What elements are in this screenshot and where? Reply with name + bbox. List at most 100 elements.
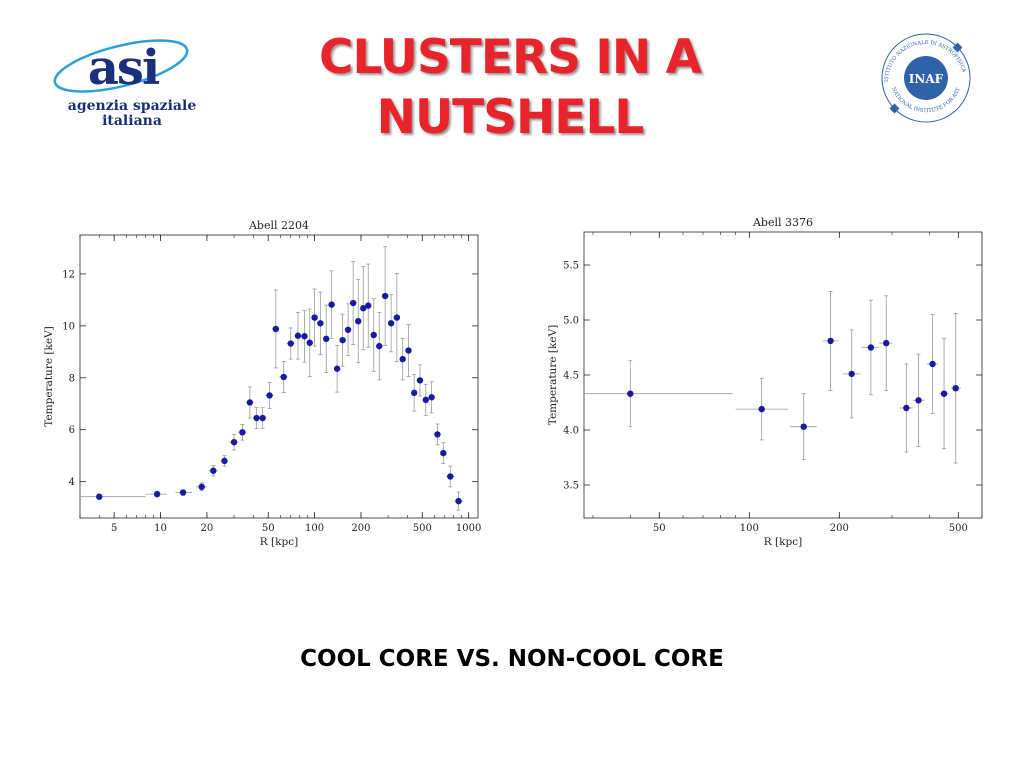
x-axis-label: R [kpc] (260, 536, 298, 548)
x-axis-label: R [kpc] (764, 536, 802, 548)
asi-logo: asi agenzia spaziale italiana (53, 39, 197, 129)
plot-frame (583, 231, 983, 519)
asi-orbit (53, 39, 189, 93)
x-tick-label: 50 (653, 523, 666, 534)
data-point (306, 339, 313, 346)
data-point (758, 405, 765, 413)
data-point (447, 473, 454, 480)
data-point (867, 344, 875, 351)
data-point (952, 385, 959, 392)
slide-title: CLUSTERS IN A NUTSHELL (230, 28, 790, 148)
inaf-ring (881, 33, 971, 123)
data-point (311, 314, 318, 321)
x-tick-label: 50 (262, 523, 275, 534)
x-tick-label: 20 (201, 523, 214, 534)
data-point (253, 414, 260, 422)
title-line2: NUTSHELL (376, 90, 645, 145)
data-point (405, 347, 412, 354)
inaf-center-text: INAF (909, 72, 944, 86)
data-point (434, 431, 441, 438)
y-axis-label: Temperature [keV] (547, 325, 559, 425)
data-point (301, 333, 308, 340)
data-point (210, 467, 217, 474)
y-tick-label: 5.5 (563, 261, 579, 272)
data-point (915, 397, 922, 404)
data-point (929, 360, 936, 368)
y-tick-label: 10 (62, 321, 75, 332)
data-point (259, 414, 266, 422)
data-point (428, 394, 435, 401)
chart-title: Abell 3376 (752, 216, 813, 229)
inaf-logo: ISTITUTO NAZIONALE DI ASTROFISICA NATION… (874, 26, 971, 123)
y-axis-label: Temperature [keV] (43, 326, 55, 426)
data-point (365, 302, 372, 309)
data-point (280, 373, 287, 381)
data-point (800, 423, 807, 430)
data-point (239, 429, 246, 436)
data-point (230, 438, 238, 446)
data-point (294, 332, 302, 339)
data-point (399, 355, 406, 363)
x-tick-label: 500 (413, 523, 432, 534)
data-point (827, 337, 834, 345)
y-tick-label: 5.0 (563, 316, 579, 327)
data-point (344, 326, 352, 333)
title-line1: CLUSTERS IN A (319, 30, 702, 85)
data-point (455, 497, 462, 505)
inaf-center-disc (904, 56, 948, 100)
data-point (376, 342, 383, 350)
inaf-diamond-icon (952, 42, 963, 53)
data-point (903, 404, 910, 412)
x-tick-label: 500 (949, 523, 968, 534)
x-tick-label: 10 (154, 523, 167, 534)
asi-mark: asi (88, 40, 160, 96)
asi-line1: agenzia spaziale (68, 98, 197, 114)
data-point (381, 292, 389, 300)
data-point (393, 314, 401, 321)
y-tick-label: 8 (69, 373, 75, 384)
x-tick-label: 100 (740, 523, 759, 534)
y-tick-label: 4.5 (563, 371, 579, 382)
data-point (370, 331, 377, 339)
data-point (387, 320, 395, 327)
data-point (328, 301, 335, 308)
data-point (317, 320, 324, 327)
data-point (440, 449, 447, 457)
inaf-diamond-icon (889, 103, 900, 114)
data-point (883, 339, 890, 347)
x-tick-label: 200 (351, 523, 370, 534)
y-tick-label: 4.0 (563, 426, 579, 437)
x-tick-label: 5 (111, 523, 117, 534)
data-point (333, 365, 341, 372)
data-point (422, 396, 429, 404)
data-point (179, 489, 187, 496)
data-point (339, 336, 346, 344)
data-point (410, 389, 418, 397)
y-tick-label: 3.5 (563, 481, 579, 492)
data-point (246, 399, 254, 406)
y-tick-label: 6 (69, 425, 75, 436)
data-point (349, 299, 357, 307)
data-point (940, 390, 948, 397)
chart-abell-3376: Abell 3376 50 100 200 500 3.5 4.0 4.5 5.0 5.5 R [k… (547, 216, 983, 548)
chart-title: Abell 2204 (248, 219, 309, 232)
data-point (355, 317, 362, 325)
y-tick-label: 12 (62, 269, 75, 280)
data-point (360, 305, 367, 312)
data-point (272, 325, 280, 333)
data-point (153, 490, 161, 498)
chart-abell-2204: Abell 2204 5 10 20 50 100 200 500 1000 4 6 8 10 12 R [… (43, 219, 481, 548)
plot-frame (79, 234, 479, 519)
data-point (848, 370, 855, 378)
x-tick-label: 1000 (456, 523, 481, 534)
data-point (96, 493, 103, 500)
data-point (323, 335, 330, 343)
data-point (266, 392, 273, 399)
data-point (198, 483, 205, 491)
data-point (627, 390, 634, 397)
slide-subtitle: COOL CORE VS. NON-COOL CORE (300, 646, 724, 672)
asi-line2: italiana (102, 113, 162, 129)
x-tick-label: 200 (830, 523, 849, 534)
data-point (287, 340, 294, 347)
y-tick-label: 4 (69, 477, 75, 488)
